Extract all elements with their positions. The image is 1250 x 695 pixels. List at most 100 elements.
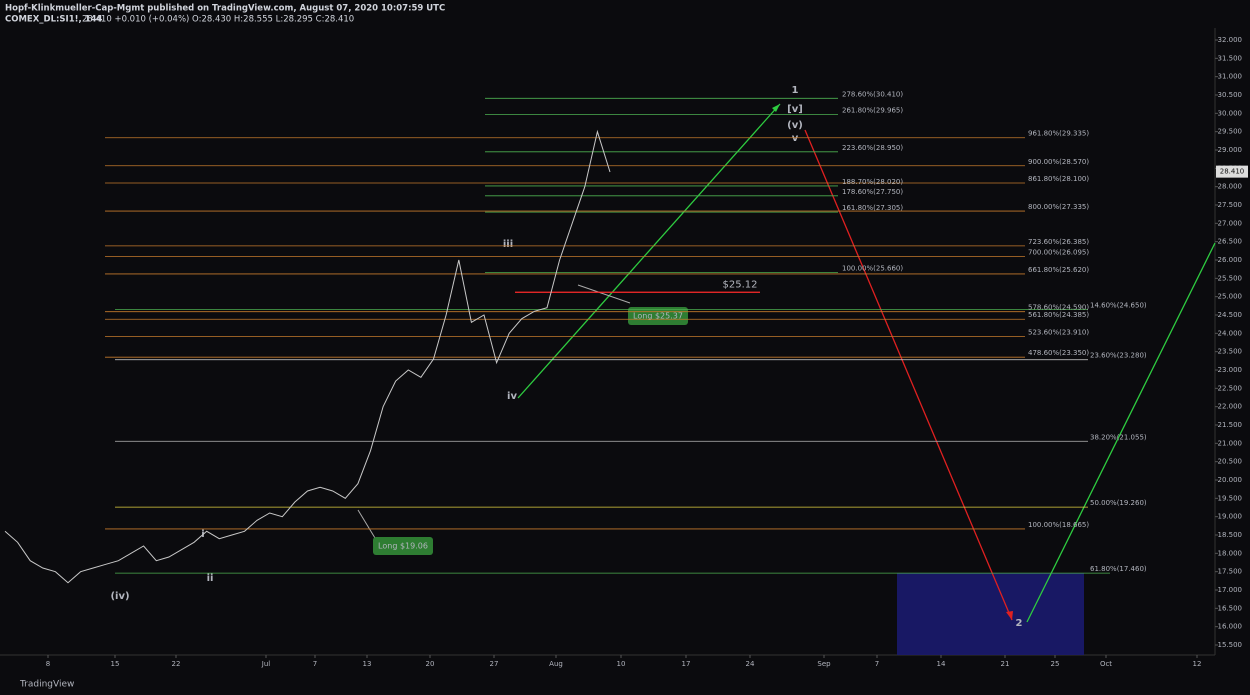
arrow-head bbox=[772, 104, 780, 112]
x-tick-label: 24 bbox=[746, 660, 755, 668]
y-tick-label: 19.500 bbox=[1218, 494, 1243, 502]
y-tick-label: 15.500 bbox=[1218, 641, 1243, 649]
y-tick-label: 21.500 bbox=[1218, 421, 1243, 429]
x-tick-label: 7 bbox=[875, 660, 879, 668]
y-tick-label: 17.500 bbox=[1218, 568, 1243, 576]
y-tick-label: 21.000 bbox=[1218, 439, 1243, 447]
x-tick-label: 14 bbox=[937, 660, 946, 668]
fib-label: 278.60%(30.410) bbox=[842, 90, 903, 98]
fib-label: 38.20%(21.055) bbox=[1090, 433, 1147, 441]
y-tick-label: 31.000 bbox=[1218, 73, 1243, 81]
x-tick-label: 12 bbox=[1193, 660, 1202, 668]
y-tick-label: 28.000 bbox=[1218, 183, 1243, 191]
y-tick-label: 25.000 bbox=[1218, 293, 1243, 301]
fib-label: 561.80%(24.385) bbox=[1028, 311, 1089, 319]
y-tick-label: 19.000 bbox=[1218, 513, 1243, 521]
publisher: Hopf-Klinkmueller-Cap-Mgmt published on … bbox=[5, 4, 445, 14]
fib-label: 523.60%(23.910) bbox=[1028, 329, 1089, 337]
y-tick-label: 29.500 bbox=[1218, 128, 1243, 136]
fib-label: 23.60%(23.280) bbox=[1090, 352, 1147, 360]
y-tick-label: 22.500 bbox=[1218, 384, 1243, 392]
y-tick-label: 22.000 bbox=[1218, 403, 1243, 411]
y-tick-label: 18.000 bbox=[1218, 549, 1243, 557]
x-tick-label: 21 bbox=[1001, 660, 1010, 668]
y-tick-label: 30.000 bbox=[1218, 109, 1243, 117]
wave-label: v bbox=[792, 133, 799, 144]
wave-label: (iv) bbox=[110, 591, 129, 602]
y-tick-label: 26.000 bbox=[1218, 256, 1243, 264]
wave-label: iii bbox=[503, 239, 513, 250]
callout-box bbox=[373, 537, 433, 555]
y-tick-label: 29.000 bbox=[1218, 146, 1243, 154]
y-tick-label: 25.500 bbox=[1218, 274, 1243, 282]
fib-label: 100.00%(18.665) bbox=[1028, 521, 1089, 529]
x-tick-label: Sep bbox=[817, 660, 831, 668]
fib-label: 800.00%(27.335) bbox=[1028, 203, 1089, 211]
x-tick-label: 15 bbox=[111, 660, 120, 668]
arrow-down bbox=[804, 129, 1013, 621]
callout-text: Long $19.06 bbox=[378, 542, 428, 551]
fib-label: 261.80%(29.965) bbox=[842, 107, 903, 115]
x-tick-label: 25 bbox=[1051, 660, 1060, 668]
callout-text: Long $25.37 bbox=[633, 312, 683, 321]
y-tick-label: 16.500 bbox=[1218, 604, 1243, 612]
y-tick-label: 30.500 bbox=[1218, 91, 1243, 99]
stop-label: $25.12 bbox=[723, 279, 758, 290]
y-tick-label: 23.500 bbox=[1218, 348, 1243, 356]
wave-label: [v] bbox=[787, 104, 803, 115]
fib-label: 188.70%(28.020) bbox=[842, 178, 903, 186]
price-line bbox=[4, 129, 611, 584]
brand: TradingView bbox=[19, 680, 74, 690]
x-tick-label: 10 bbox=[617, 660, 626, 668]
fib-label: 861.80%(28.100) bbox=[1028, 175, 1089, 183]
x-tick-label: Oct bbox=[1100, 660, 1112, 668]
x-tick-label: 8 bbox=[46, 660, 50, 668]
y-tick-label: 31.500 bbox=[1218, 54, 1243, 62]
fib-label: 478.60%(23.350) bbox=[1028, 349, 1089, 357]
fib-label: 61.80%(17.460) bbox=[1090, 565, 1147, 573]
y-tick-label: 20.500 bbox=[1218, 458, 1243, 466]
wave-label: 2 bbox=[1016, 618, 1023, 629]
y-tick-label: 27.000 bbox=[1218, 219, 1243, 227]
wave-label: 1 bbox=[792, 85, 799, 96]
last-price-tag bbox=[1216, 165, 1248, 178]
fib-label: 178.60%(27.750) bbox=[842, 188, 903, 196]
x-tick-label: Aug bbox=[549, 660, 563, 668]
callout-pointer bbox=[357, 509, 376, 539]
x-tick-label: 13 bbox=[363, 660, 372, 668]
callout-pointer bbox=[577, 284, 631, 304]
fib-label: 661.80%(25.620) bbox=[1028, 266, 1089, 274]
x-tick-label: 7 bbox=[313, 660, 317, 668]
y-tick-label: 23.000 bbox=[1218, 366, 1243, 374]
x-tick-label: 22 bbox=[172, 660, 181, 668]
quote: 28.410 +0.010 (+0.04%) O:28.430 H:28.555… bbox=[82, 15, 354, 25]
y-tick-label: 20.000 bbox=[1218, 476, 1243, 484]
x-tick-label: 17 bbox=[682, 660, 691, 668]
x-tick-label: Jul bbox=[261, 660, 271, 668]
arrow-up bbox=[517, 103, 781, 399]
last-price-label: 28.410 bbox=[1220, 168, 1245, 176]
fib-label: 223.60%(28.950) bbox=[842, 144, 903, 152]
y-tick-label: 18.500 bbox=[1218, 531, 1243, 539]
y-tick-label: 24.500 bbox=[1218, 311, 1243, 319]
fib-label: 900.00%(28.570) bbox=[1028, 158, 1089, 166]
y-tick-label: 26.500 bbox=[1218, 238, 1243, 246]
target-zone bbox=[897, 573, 1084, 655]
projection-line bbox=[1026, 242, 1216, 623]
x-tick-label: 27 bbox=[490, 660, 499, 668]
wave-label: iv bbox=[507, 391, 517, 402]
wave-label: ii bbox=[207, 573, 214, 584]
y-tick-label: 16.000 bbox=[1218, 623, 1243, 631]
fib-label: 723.60%(26.385) bbox=[1028, 238, 1089, 246]
symbol: COMEX_DL:SI1!, 144 bbox=[5, 15, 102, 25]
fib-label: 14.60%(24.650) bbox=[1090, 302, 1147, 310]
fib-label: 700.00%(26.095) bbox=[1028, 249, 1089, 257]
fib-label: 100.00%(25.660) bbox=[842, 264, 903, 272]
fib-label: 50.00%(19.260) bbox=[1090, 499, 1147, 507]
fib-label: 578.60%(24.590) bbox=[1028, 304, 1089, 312]
y-tick-label: 27.500 bbox=[1218, 201, 1243, 209]
wave-label: (v) bbox=[787, 120, 803, 131]
y-tick-label: 24.000 bbox=[1218, 329, 1243, 337]
y-tick-label: 17.000 bbox=[1218, 586, 1243, 594]
